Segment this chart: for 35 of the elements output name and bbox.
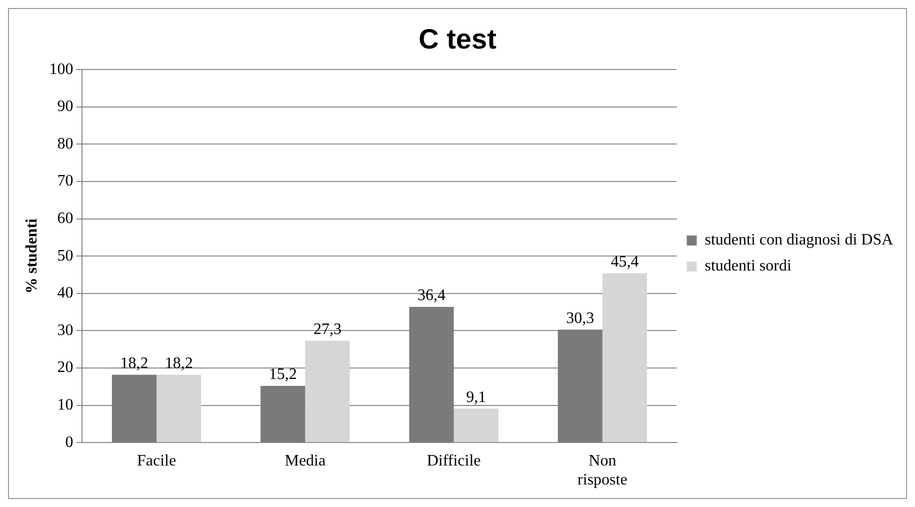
data-label: 18,2 [120,354,148,372]
y-tick-label: 0 [65,434,74,451]
data-label: 18,2 [164,354,193,372]
y-tick-label: 50 [57,247,74,264]
data-label: 36,4 [418,287,446,304]
y-tick-label: 20 [57,359,74,376]
data-label: 9,1 [466,388,486,406]
data-label: 45,4 [610,253,639,270]
chart-title: C test [418,24,496,55]
legend-label: studenti sordi [704,258,792,275]
data-label: 30,3 [566,310,594,327]
y-tick-label: 60 [57,210,74,228]
bar [409,306,454,442]
y-tick-label: 80 [57,135,74,152]
y-tick-label: 10 [57,396,74,414]
data-label: 27,3 [313,320,342,338]
bar [260,386,306,442]
bar [454,408,498,442]
y-tick-label: 30 [57,322,74,339]
y-axis-title: % studenti [24,218,41,294]
y-tick-label: 90 [57,98,74,116]
x-tick-label: Media [284,452,326,470]
y-tick-label: 40 [57,284,74,302]
x-tick-label: Facile [136,452,176,470]
bar [305,340,350,442]
y-tick-label: 100 [49,60,74,78]
bar [558,330,602,442]
x-tick-label: Difficile [426,452,481,470]
x-tick-label: Non risposte [578,452,628,489]
bar [602,273,648,442]
y-tick-label: 70 [57,172,74,190]
bar [112,374,157,442]
data-label: 15,2 [268,366,297,384]
legend-label: studenti con diagnosi di DSA [704,232,894,249]
bar [156,374,202,442]
